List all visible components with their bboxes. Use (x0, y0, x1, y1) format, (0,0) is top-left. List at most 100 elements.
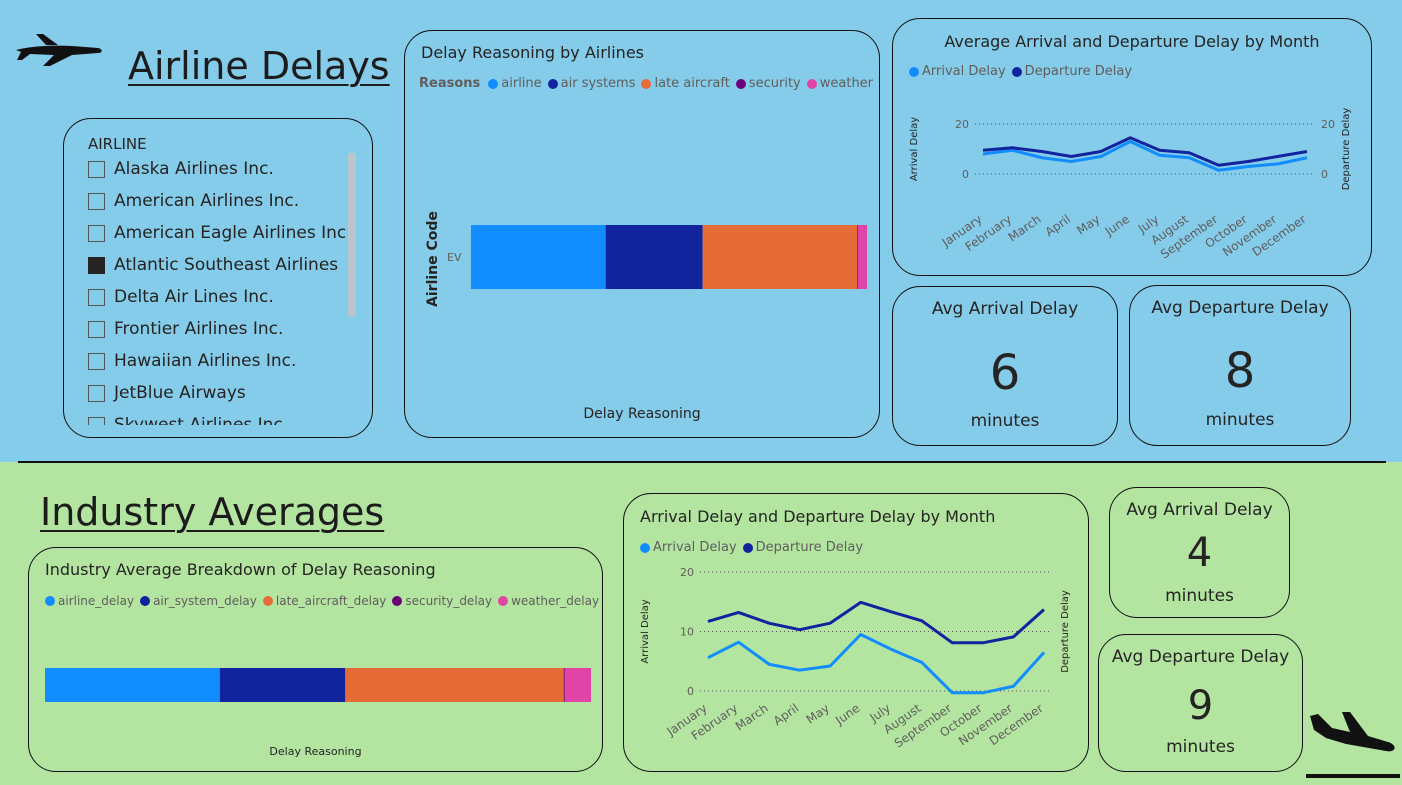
slicer-scrollbar[interactable] (348, 153, 356, 317)
slicer-item-label: American Airlines Inc. (114, 191, 300, 211)
legend-label: Departure Delay (1024, 64, 1133, 79)
legend-dot (392, 596, 403, 606)
legend-dot (806, 78, 817, 89)
kpi-title: Avg Arrival Delay (1126, 500, 1273, 520)
category-label: EV (447, 251, 462, 264)
y-axis-title: Airline Code (425, 211, 441, 307)
checkbox-checked[interactable] (88, 256, 105, 274)
bar-segment-security[interactable] (857, 225, 858, 289)
x-tick-label: March (733, 701, 771, 733)
bar-segment-airline[interactable] (471, 225, 606, 289)
legend-item[interactable]: late aircraft (641, 76, 730, 91)
legend-label: late aircraft (654, 76, 730, 91)
legend-dot (909, 66, 919, 77)
legend-dot (45, 596, 55, 606)
slicer-item-label: JetBlue Airways (114, 383, 246, 403)
legend-dot (488, 78, 499, 89)
slicer-item-label: Skywest Airlines Inc. (114, 415, 289, 425)
legend-item[interactable]: Arrival Delay (640, 540, 737, 555)
slicer-item-label: Frontier Airlines Inc. (114, 319, 284, 339)
bar-segment-late-aircraft[interactable] (702, 225, 858, 289)
legend-item[interactable]: security (735, 76, 801, 91)
checkbox[interactable] (88, 288, 105, 306)
kpi-title: Avg Arrival Delay (931, 299, 1079, 319)
page-title: Airline Delays (128, 44, 390, 88)
industry-kpi-arrival: Avg Arrival Delay 4 minutes (1109, 487, 1290, 618)
stacked-bar-chart (471, 225, 867, 289)
series-line-departure-delay[interactable] (707, 600, 1046, 645)
airplane-icon (16, 34, 102, 66)
y-tick-label: 20 (680, 566, 694, 579)
bar-segment-weather-delay[interactable] (564, 668, 591, 702)
chart-legend: Arrival Delay Departure Delay (909, 64, 1138, 79)
checkbox[interactable] (88, 384, 105, 402)
bar-segment-security-delay[interactable] (563, 668, 565, 702)
legend-item[interactable]: Departure Delay (742, 540, 864, 555)
airplane-landing-icon (1306, 712, 1400, 778)
series-line-departure-delay[interactable] (982, 136, 1308, 167)
legend-item[interactable]: air_system_delay (140, 594, 257, 608)
series-line-arrival-delay[interactable] (707, 632, 1046, 695)
y-tick-label: 10 (680, 626, 694, 639)
legend-label: airline_delay (58, 594, 135, 608)
slicer-item[interactable]: American Eagle Airlines Inc. (88, 223, 348, 243)
legend-item[interactable]: late_aircraft_delay (262, 594, 386, 608)
slicer-item[interactable]: Delta Air Lines Inc. (88, 287, 274, 307)
y-tick-label: 0 (687, 685, 694, 698)
slicer-item[interactable]: Frontier Airlines Inc. (88, 319, 283, 339)
series-line-arrival-delay[interactable] (982, 140, 1308, 172)
bar-segment-air-systems[interactable] (605, 225, 703, 289)
legend-item[interactable]: weather_delay (498, 594, 599, 608)
checkbox[interactable] (88, 320, 105, 338)
legend-item[interactable]: Arrival Delay (909, 64, 1006, 79)
legend-dot (641, 78, 652, 89)
slicer-item[interactable]: Alaska Airlines Inc. (88, 159, 274, 179)
bar-segment-airline-delay[interactable] (45, 668, 220, 702)
checkbox[interactable] (88, 160, 105, 178)
legend-label: Departure Delay (755, 540, 864, 555)
slicer-item[interactable]: Skywest Airlines Inc. (88, 415, 288, 425)
checkbox[interactable] (88, 352, 105, 370)
y2-tick-label: 20 (1321, 118, 1335, 131)
slicer-item[interactable]: Hawaiian Airlines Inc. (88, 351, 296, 371)
industry-monthly-card: Arrival Delay and Departure Delay by Mon… (623, 493, 1089, 772)
slicer-item[interactable]: American Airlines Inc. (88, 191, 299, 211)
legend-label: Arrival Delay (653, 540, 737, 555)
slicer-header: AIRLINE (88, 135, 147, 153)
legend-label: security (748, 76, 801, 91)
legend-item[interactable]: weather (806, 76, 874, 91)
legend-item[interactable]: airline_delay (45, 594, 134, 608)
airline-slicer: AIRLINE Alaska Airlines Inc. American Ai… (63, 118, 373, 438)
checkbox[interactable] (88, 192, 105, 210)
bar-segment-late-aircraft-delay[interactable] (345, 668, 564, 702)
y2-tick-label: 0 (1321, 168, 1328, 181)
industry-kpi-departure: Avg Departure Delay 9 minutes (1098, 634, 1303, 772)
legend-item[interactable]: Departure Delay (1011, 64, 1133, 79)
y-tick-label: 20 (955, 118, 969, 131)
section-divider (18, 461, 1386, 463)
bar-segment-weather[interactable] (857, 225, 867, 289)
legend-item[interactable]: airline (488, 76, 542, 91)
x-tick-label: May (1074, 212, 1102, 238)
checkbox[interactable] (88, 224, 105, 242)
monthly-delay-card: Average Arrival and Departure Delay by M… (892, 18, 1372, 276)
y-axis-title: Arrival Delay (909, 117, 920, 181)
legend-label: weather (819, 76, 874, 91)
chart-legend: Reasons airline air systems late aircraf… (419, 76, 879, 91)
legend-title: Reasons (419, 76, 481, 91)
x-axis-title: Delay Reasoning (583, 406, 701, 422)
slicer-item[interactable]: Atlantic Southeast Airlines (88, 255, 338, 275)
slicer-item[interactable]: JetBlue Airways (88, 383, 246, 403)
legend-item[interactable]: air systems (547, 76, 636, 91)
legend-label: air systems (560, 76, 636, 91)
chart-title: Arrival Delay and Departure Delay by Mon… (640, 507, 996, 526)
legend-dot (498, 596, 509, 606)
legend-dot (640, 542, 650, 553)
legend-item[interactable]: security_delay (392, 594, 492, 608)
chart-title: Delay Reasoning by Airlines (421, 43, 644, 62)
bar-segment-air-system-delay[interactable] (219, 668, 346, 702)
slicer-item-label: Atlantic Southeast Airlines (114, 255, 339, 275)
chart-legend: airline_delay air_system_delay late_airc… (45, 594, 605, 608)
checkbox[interactable] (88, 416, 105, 425)
